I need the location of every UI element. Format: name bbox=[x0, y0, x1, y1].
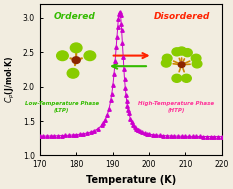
Text: Ordered: Ordered bbox=[53, 12, 95, 21]
Circle shape bbox=[172, 74, 182, 82]
Text: Disordered: Disordered bbox=[154, 12, 210, 21]
Circle shape bbox=[84, 51, 96, 60]
Text: High-Temperature Phase
(HTP): High-Temperature Phase (HTP) bbox=[138, 101, 214, 113]
X-axis label: Temperature (K): Temperature (K) bbox=[86, 175, 176, 185]
Circle shape bbox=[72, 57, 80, 64]
Circle shape bbox=[191, 54, 201, 62]
Circle shape bbox=[177, 47, 186, 55]
Circle shape bbox=[178, 62, 185, 67]
Circle shape bbox=[182, 74, 191, 82]
Circle shape bbox=[162, 54, 172, 62]
Circle shape bbox=[172, 48, 182, 56]
Circle shape bbox=[183, 49, 192, 57]
Circle shape bbox=[192, 60, 202, 68]
Text: Low-Temperature Phase
(LTP): Low-Temperature Phase (LTP) bbox=[24, 101, 99, 113]
Circle shape bbox=[67, 68, 79, 78]
Circle shape bbox=[57, 51, 68, 60]
Circle shape bbox=[70, 43, 82, 53]
Circle shape bbox=[161, 59, 171, 67]
Y-axis label: $C_p$(J/mol$\cdot$K): $C_p$(J/mol$\cdot$K) bbox=[4, 56, 17, 103]
